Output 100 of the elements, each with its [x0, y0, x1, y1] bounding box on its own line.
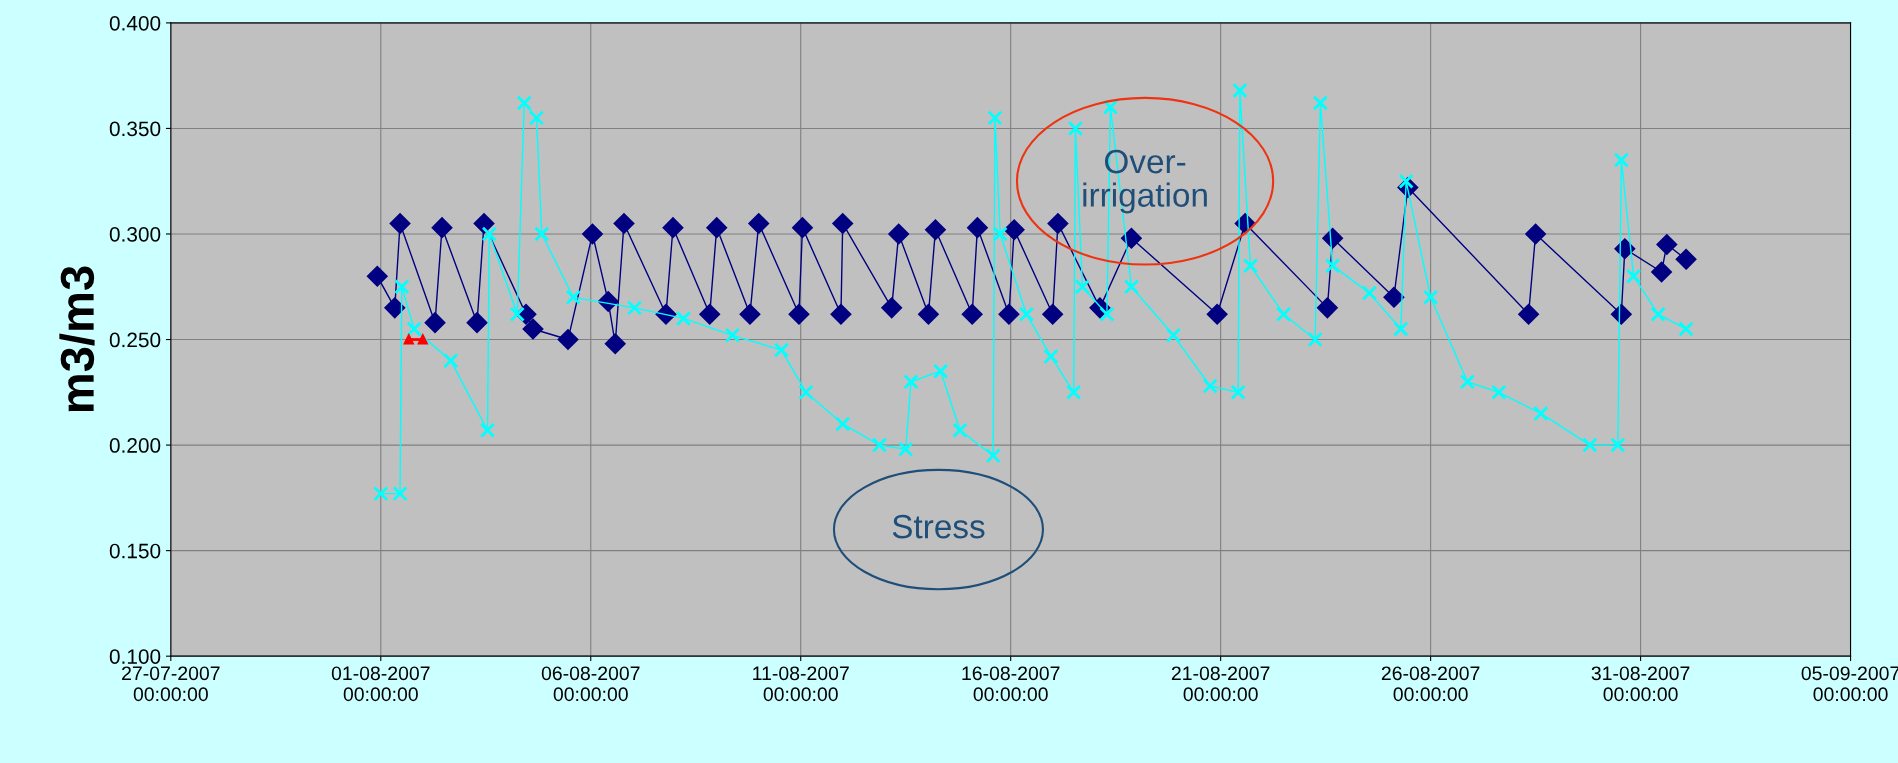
point	[888, 223, 909, 245]
point	[1317, 297, 1338, 319]
point	[431, 217, 453, 238]
point	[1651, 261, 1672, 283]
point	[699, 303, 720, 325]
point	[384, 297, 406, 319]
x-tick-label: 31-08-2007 00:00:00	[1591, 666, 1690, 702]
y-tick-label: 0.400	[109, 15, 161, 31]
point	[1067, 120, 1084, 137]
x-tick-label: 21-08-2007 00:00:00	[1171, 666, 1270, 702]
point	[1047, 213, 1069, 234]
point	[1202, 378, 1218, 394]
point	[626, 300, 643, 316]
point	[998, 303, 1020, 325]
point	[613, 213, 635, 234]
point	[1650, 306, 1666, 322]
point	[1361, 285, 1378, 301]
point	[1043, 348, 1059, 365]
x-tick-label: 26-08-2007 00:00:00	[1381, 666, 1480, 702]
point	[394, 279, 410, 295]
point	[443, 353, 459, 369]
point	[933, 363, 949, 379]
point	[1074, 279, 1091, 295]
point	[403, 334, 414, 345]
point	[1678, 321, 1694, 337]
x-tick-label: 11-08-2007 00:00:00	[753, 666, 849, 702]
point	[1123, 279, 1140, 295]
point	[1675, 249, 1697, 270]
point	[1656, 234, 1678, 255]
y-tick-label: 0.250	[109, 332, 161, 348]
point	[985, 448, 1001, 464]
point	[798, 384, 814, 400]
point	[748, 213, 769, 234]
annotation: Stress	[892, 514, 985, 539]
point	[1242, 258, 1259, 274]
point	[788, 303, 810, 325]
point	[1276, 306, 1292, 322]
point	[1525, 223, 1546, 245]
point	[534, 226, 550, 242]
point	[662, 217, 684, 238]
point	[481, 226, 497, 242]
point	[1066, 384, 1082, 400]
point	[1324, 258, 1341, 274]
point	[925, 219, 946, 240]
x-tick-label: 16-08-2007 00:00:00	[962, 666, 1060, 702]
point	[1613, 152, 1629, 168]
point	[417, 334, 428, 345]
point	[367, 265, 388, 287]
point	[373, 486, 389, 502]
point	[871, 437, 888, 453]
point	[1459, 374, 1475, 390]
point	[1582, 437, 1598, 453]
point	[952, 422, 968, 438]
point	[1491, 384, 1507, 400]
point	[565, 289, 581, 305]
point	[516, 95, 532, 111]
point	[389, 213, 411, 234]
point	[473, 213, 495, 234]
point	[605, 333, 626, 354]
point	[406, 321, 422, 337]
point	[1121, 227, 1142, 249]
point	[830, 303, 852, 325]
point	[773, 342, 790, 358]
y-tick-label: 0.200	[109, 438, 161, 453]
x-tick-label: 06-08-2007 00:00:00	[541, 666, 640, 702]
point	[1307, 331, 1323, 348]
point	[582, 223, 603, 245]
point	[724, 327, 741, 343]
point	[1611, 303, 1632, 325]
point	[1042, 303, 1063, 325]
point	[1206, 303, 1228, 325]
y-tick-label: 0.100	[109, 649, 161, 664]
point	[1393, 321, 1409, 337]
y-tick-label: 0.300	[109, 226, 161, 242]
point	[792, 217, 813, 238]
point	[557, 329, 579, 350]
point	[479, 422, 496, 438]
point	[392, 486, 408, 502]
point	[992, 226, 1008, 242]
point	[1518, 303, 1539, 325]
point	[1533, 405, 1549, 422]
point	[1230, 384, 1246, 400]
point	[706, 217, 727, 238]
point	[509, 306, 525, 322]
point	[675, 310, 692, 327]
y-axis-title: m3/m3	[59, 266, 95, 412]
y-tick-label: 0.150	[109, 543, 161, 559]
point	[903, 374, 919, 390]
point	[1165, 327, 1182, 343]
point	[424, 312, 446, 333]
point	[522, 318, 544, 340]
point	[1312, 95, 1329, 111]
point	[1383, 287, 1405, 308]
point	[1018, 306, 1035, 322]
point	[898, 441, 914, 457]
point	[1610, 437, 1626, 453]
point	[739, 303, 761, 325]
point	[987, 110, 1003, 126]
point	[967, 217, 988, 238]
point	[835, 416, 851, 432]
